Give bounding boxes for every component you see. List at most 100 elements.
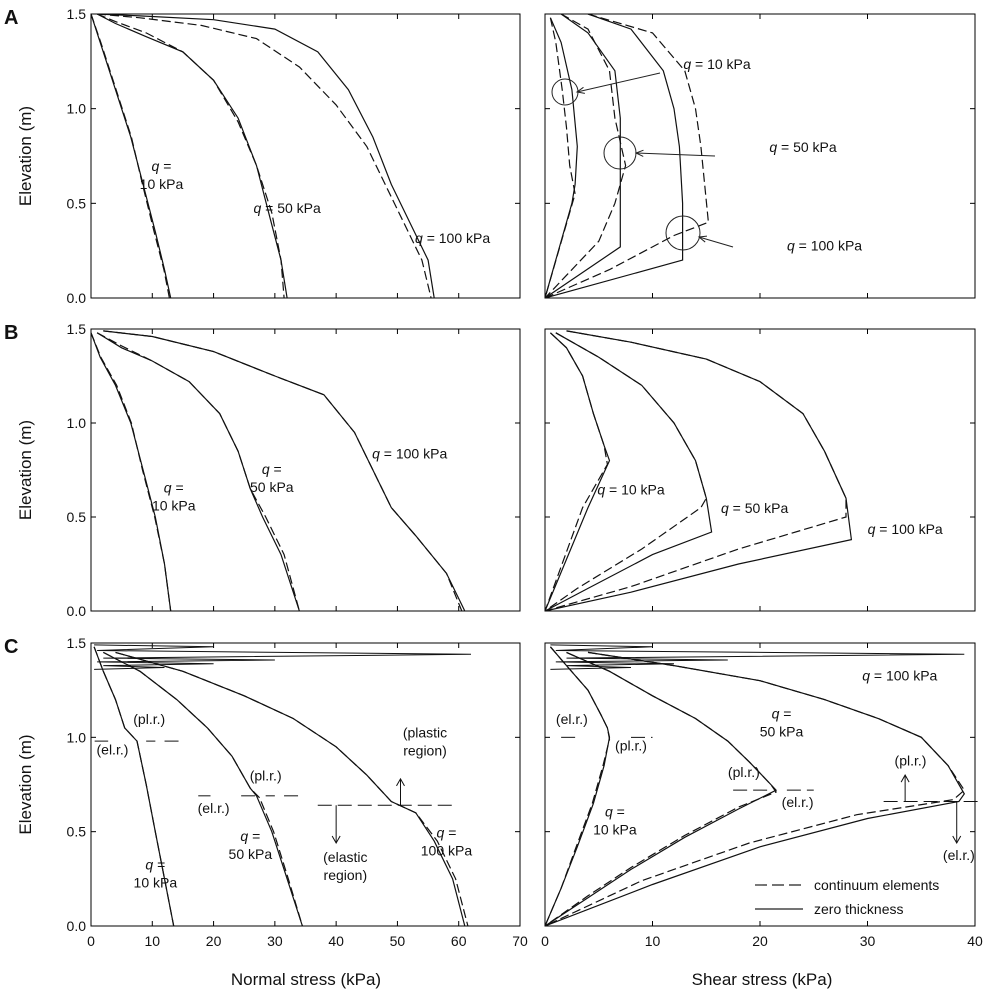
panel-b-shear-annotation-q: q <box>868 521 876 537</box>
panel-c-shear-series-5 <box>545 651 966 926</box>
panel-a-normal-annotation-line: q = 100 kPa <box>415 230 490 246</box>
panel-a-shear: q = 10 kPa q = 50 kPa q = 100 kPa <box>544 13 976 299</box>
panel-c-shear-annotation-line: (el.r.) <box>943 847 975 863</box>
panel-c-shear-xtick-label: 0 <box>541 933 549 949</box>
panel-c-shear-annotation-q: q <box>605 804 613 820</box>
panel-c-shear-annotation-line: (el.r.) <box>556 711 588 727</box>
callout-leader-head <box>634 149 644 157</box>
panel-c-shear-annotation: (pl.r.) <box>728 764 760 780</box>
panel-c-shear-annotation-line: (el.r.) <box>782 794 814 810</box>
panel-c-normal-annotation-q: q <box>437 824 445 840</box>
panel-a-shear-annotation-line: q = 100 kPa <box>787 238 862 254</box>
panel-a-normal-annotation-line: q = 50 kPa <box>253 200 321 216</box>
panel-c-shear-xtick-label: 10 <box>645 933 661 949</box>
panel-c-shear-annotation: q = 10 kPa <box>593 804 637 838</box>
panel-b-normal-ytick-label: 0.5 <box>67 509 87 525</box>
panel-c-shear-annotation-line: q = 100 kPa <box>862 668 937 684</box>
panel-a-shear-annotation: q = 10 kPa <box>683 56 751 72</box>
panel-a-normal-annotation: q = 10 kPa <box>140 158 184 192</box>
callout-leader-head <box>575 86 585 94</box>
panel-c-shear-arrow-head <box>900 774 910 783</box>
panel-c-normal-xtick-label: 10 <box>144 933 160 949</box>
panel-c-normal-annotation-line: (plastic <box>403 724 447 740</box>
panel-b-normal-annotation-line: 10 kPa <box>152 498 196 514</box>
panel-c-normal-letter: C <box>4 636 18 658</box>
panel-c-normal-annotation-line: (pl.r.) <box>250 768 282 784</box>
panel-c-normal-annotation: q = 100 kPa <box>421 824 473 858</box>
panel-b-normal-ytick-label: 0.0 <box>67 603 87 619</box>
panel-b-shear-annotation-line: q = 50 kPa <box>721 500 789 516</box>
panel-b-normal-series-1 <box>91 332 172 611</box>
panel-c-normal-annotation-line: region) <box>324 867 368 883</box>
panel-c-normal-annotation: (plastic region) <box>403 724 447 758</box>
panel-c-normal-y-title: Elevation (m) <box>16 734 35 834</box>
panel-c-shear-annotation: (pl.r.) <box>615 738 647 754</box>
panel-a-normal-annotation: q = 100 kPa <box>415 230 490 246</box>
panel-c-normal-annotation: (el.r.) <box>97 741 129 757</box>
panel-c-shear-series-1 <box>545 646 611 926</box>
panel-c-normal-series-4 <box>115 651 466 926</box>
panel-a-normal-annotation-q: q <box>253 200 261 216</box>
panel-a-normal-letter: A <box>4 7 18 29</box>
panel-a-normal-ytick-label: 1.0 <box>67 101 87 117</box>
panel-b-normal-annotation: q = 100 kPa <box>372 446 447 462</box>
panel-b-shear-series-4 <box>545 330 853 611</box>
panel-c-normal-annotation-q: q <box>145 856 153 872</box>
panel-c-normal: 0.0 0.5 1.0 1.5 0 10 20 30 40 50 60 70 C Elevation (m… <box>4 635 528 949</box>
panel-a-shear-series-3 <box>545 14 627 298</box>
panel-b-normal-annotation: q = 10 kPa <box>152 480 196 514</box>
panel-c-normal-annotation-line: q = <box>437 824 457 840</box>
panel-b-normal-annotation-line: q = <box>164 480 184 496</box>
panel-c-shear-annotation-line: q = <box>605 804 625 820</box>
panel-a-normal-annotation-line: 10 kPa <box>140 176 184 192</box>
panel-c-shear-annotation-line: (pl.r.) <box>895 753 927 769</box>
panel-c-normal-xtick-label: 70 <box>512 933 528 949</box>
legend: continuum elements zero thickness <box>755 877 939 917</box>
panel-c-normal-xtick-label: 60 <box>451 933 467 949</box>
panel-c-shear-annotation: (el.r.) <box>943 847 975 863</box>
panel-a-normal-ytick-label: 1.5 <box>67 6 87 22</box>
panel-c-normal-frame <box>90 642 521 927</box>
panel-b-normal-annotation-q: q <box>372 446 380 462</box>
panel-c-shear-annotation-line: (pl.r.) <box>728 764 760 780</box>
legend-label-continuum: continuum elements <box>814 877 939 893</box>
panel-c-shear-annotation: q = 100 kPa <box>862 668 937 684</box>
panel-c-shear-xtick-label: 30 <box>860 933 876 949</box>
panel-c-normal-annotation-line: 50 kPa <box>229 846 273 862</box>
panel-a-shear-annotation: q = 100 kPa <box>787 238 862 254</box>
panel-c-normal-annotation: (elastic region) <box>323 849 367 883</box>
panel-a-shear-annotation-q: q <box>787 238 795 254</box>
panel-c-shear-annotation: q = 50 kPa <box>760 705 804 739</box>
panel-c-shear-annotation-line: q = <box>772 705 792 721</box>
panel-c-normal-annotation: (pl.r.) <box>250 768 282 784</box>
panel-a-normal-annotation-q: q <box>152 158 160 174</box>
panel-c-normal-xtick-label: 20 <box>206 933 222 949</box>
panel-b-shear-annotation-line: q = 10 kPa <box>597 481 665 497</box>
panel-c-shear-annotation-line: 10 kPa <box>593 822 637 838</box>
callout-leader <box>635 152 716 157</box>
panel-a-shear-annotation-q: q <box>769 139 777 155</box>
panel-c-normal-annotation-line: (pl.r.) <box>133 711 165 727</box>
panel-c-shear-arrow-head <box>952 835 962 844</box>
panel-b-normal-annotation-q: q <box>262 461 270 477</box>
callout-circle <box>665 215 701 251</box>
panel-a-normal-y-title: Elevation (m) <box>16 106 35 206</box>
panel-b-normal: 0.0 0.5 1.0 1.5 B Elevation (m) q = 10 kPa q = 50… <box>4 321 521 619</box>
panel-c-shear-annotation-q: q <box>772 705 780 721</box>
panel-a-shear-series-1 <box>545 17 576 298</box>
panel-c-shear: 0 10 20 30 40 (el.r.) (pl.r.) (pl.r.) (el.r.) (pl… <box>541 642 983 949</box>
panel-b-shear: q = 10 kPa q = 50 kPa q = 100 kPa <box>544 328 976 612</box>
panel-c-normal-series-3 <box>103 651 303 926</box>
panel-c-normal-annotation-line: 10 kPa <box>134 874 178 890</box>
panel-b-normal-series-5 <box>103 330 463 611</box>
panel-b-shear-series-1 <box>545 332 609 611</box>
panel-c-shear-noise-spikes <box>550 644 965 670</box>
callout-leader-head <box>697 235 708 243</box>
panel-a-shear-annotation-q: q <box>683 56 691 72</box>
panel-c-normal-noise-spikes <box>94 644 472 670</box>
panel-c-normal-xtick-label: 30 <box>267 933 283 949</box>
panel-a-normal-series-4 <box>97 14 435 298</box>
panel-a-normal-series-3 <box>96 14 285 298</box>
panel-c-normal-ytick-label: 1.5 <box>67 635 87 651</box>
